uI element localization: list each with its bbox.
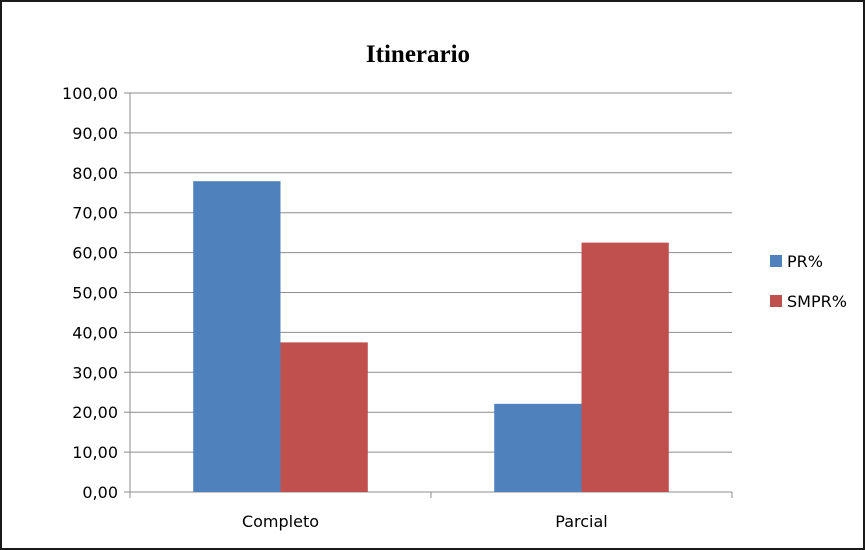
y-tick-label: 80,00 bbox=[72, 164, 118, 183]
x-tick-labels: Completo Parcial bbox=[242, 512, 608, 531]
y-tick-label: 60,00 bbox=[72, 244, 118, 263]
y-tick-labels: 0,00 10,00 20,00 30,00 40,00 50,00 60,00 70,00 8… bbox=[62, 84, 118, 502]
legend-swatch bbox=[770, 255, 782, 267]
x-tick-label: Completo bbox=[242, 512, 319, 531]
legend: PR% SMPR% bbox=[770, 252, 847, 311]
bar-smpr-completo bbox=[280, 342, 368, 492]
y-tick-label: 10,00 bbox=[72, 443, 118, 462]
y-tick-label: 50,00 bbox=[72, 284, 118, 303]
bar-pr-completo bbox=[193, 181, 281, 492]
bar-smpr-parcial bbox=[581, 242, 669, 492]
y-tick-label: 100,00 bbox=[62, 84, 118, 103]
x-tick-label: Parcial bbox=[555, 512, 607, 531]
y-tick-label: 30,00 bbox=[72, 363, 118, 382]
y-tick-label: 0,00 bbox=[82, 483, 118, 502]
bars bbox=[193, 181, 669, 492]
legend-swatch bbox=[770, 295, 782, 307]
y-tick-label: 20,00 bbox=[72, 403, 118, 422]
y-tick-label: 40,00 bbox=[72, 323, 118, 342]
chart-title: Itinerario bbox=[366, 41, 470, 68]
y-tick-label: 90,00 bbox=[72, 124, 118, 143]
legend-label: SMPR% bbox=[787, 292, 847, 311]
legend-label: PR% bbox=[787, 252, 823, 271]
bar-pr-parcial bbox=[494, 403, 582, 492]
y-tick-label: 70,00 bbox=[72, 204, 118, 223]
